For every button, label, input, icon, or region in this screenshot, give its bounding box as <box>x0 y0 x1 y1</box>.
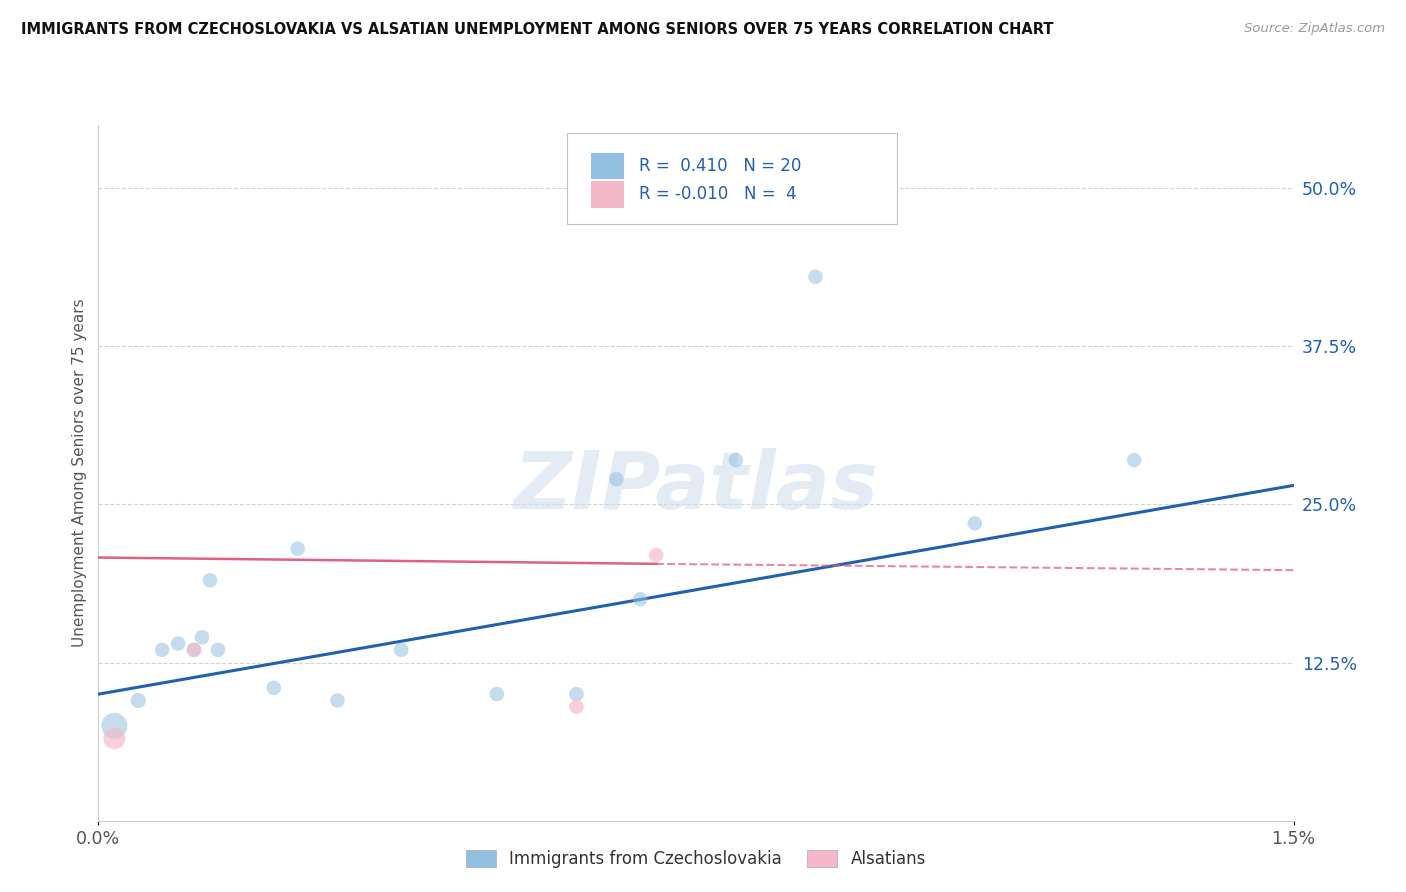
Text: IMMIGRANTS FROM CZECHOSLOVAKIA VS ALSATIAN UNEMPLOYMENT AMONG SENIORS OVER 75 YE: IMMIGRANTS FROM CZECHOSLOVAKIA VS ALSATI… <box>21 22 1053 37</box>
Point <box>628 592 651 607</box>
Point <box>263 681 285 695</box>
Point <box>645 548 668 562</box>
Point <box>963 516 986 531</box>
Point <box>1123 453 1146 467</box>
Point <box>326 693 349 707</box>
Text: ZIPatlas: ZIPatlas <box>513 448 879 525</box>
Point <box>103 731 125 746</box>
Point <box>207 643 229 657</box>
Y-axis label: Unemployment Among Seniors over 75 years: Unemployment Among Seniors over 75 years <box>72 299 87 647</box>
Point <box>127 693 149 707</box>
Point <box>198 574 221 588</box>
Text: R = -0.010   N =  4: R = -0.010 N = 4 <box>638 186 796 203</box>
Point <box>287 541 309 556</box>
Point <box>389 643 412 657</box>
Point <box>724 453 747 467</box>
FancyBboxPatch shape <box>567 133 897 225</box>
Point <box>103 719 125 733</box>
Point <box>565 687 588 701</box>
Legend: Immigrants from Czechoslovakia, Alsatians: Immigrants from Czechoslovakia, Alsatian… <box>460 844 932 875</box>
Point <box>183 643 205 657</box>
FancyBboxPatch shape <box>591 181 624 208</box>
Point <box>605 472 627 486</box>
Point <box>183 643 205 657</box>
Point <box>565 699 588 714</box>
Point <box>804 269 827 284</box>
Point <box>485 687 508 701</box>
Point <box>150 643 173 657</box>
Text: Source: ZipAtlas.com: Source: ZipAtlas.com <box>1244 22 1385 36</box>
FancyBboxPatch shape <box>591 153 624 179</box>
Text: R =  0.410   N = 20: R = 0.410 N = 20 <box>638 157 801 175</box>
Point <box>191 630 214 644</box>
Point <box>167 636 190 650</box>
